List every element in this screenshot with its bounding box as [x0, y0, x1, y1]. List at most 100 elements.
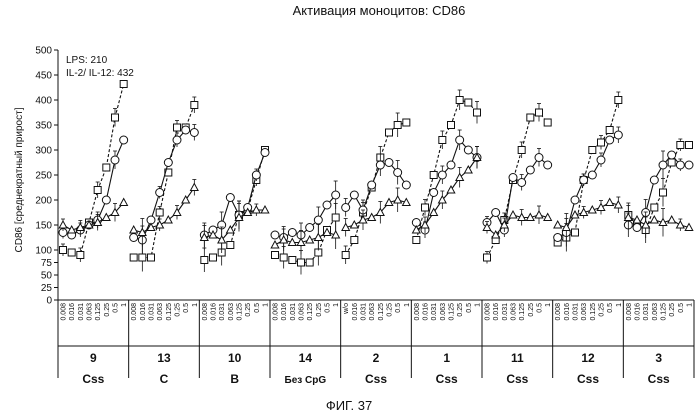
data-point-circle	[306, 224, 314, 232]
series-line-circles	[487, 158, 548, 231]
data-point-square	[386, 129, 393, 136]
data-point-square	[130, 254, 137, 261]
data-point-triangle	[59, 221, 67, 228]
concentration-label: 0.063	[369, 303, 376, 321]
data-point-circle	[350, 191, 358, 199]
data-point-triangle	[509, 211, 517, 218]
data-point-triangle	[668, 216, 676, 223]
group-labels: 9Css13C10B14Без CpG2Css1Css11Css12Css3Cs…	[82, 351, 670, 386]
data-point-circle	[376, 161, 384, 169]
data-point-triangle	[368, 214, 376, 221]
data-point-circle	[668, 151, 676, 159]
data-point-triangle	[191, 184, 199, 191]
data-point-square	[598, 139, 605, 146]
data-point-circle	[659, 161, 667, 169]
data-point-circle	[102, 196, 110, 204]
data-point-square	[403, 119, 410, 126]
group-label: C	[160, 372, 169, 386]
group-label: Css	[82, 372, 104, 386]
data-point-triangle	[120, 199, 128, 206]
concentration-label: 0.008	[202, 303, 209, 321]
y-tick-label: 450	[35, 71, 52, 82]
data-point-circle	[535, 154, 543, 162]
concentration-label: 0.016	[69, 303, 76, 321]
data-point-circle	[614, 131, 622, 139]
concentration-label: 0.125	[95, 303, 102, 321]
data-point-square	[94, 187, 101, 194]
data-point-triangle	[677, 221, 685, 228]
concentration-label: 0.008	[555, 303, 562, 321]
concentration-label: 0.008	[131, 303, 138, 321]
concentration-label: 0.031	[149, 303, 156, 321]
data-point-square	[139, 254, 146, 261]
concentration-label: 1	[121, 303, 128, 307]
data-point-square	[456, 97, 463, 104]
concentration-label: 0.5	[537, 303, 544, 313]
group-label: B	[230, 372, 239, 386]
concentration-label: 0.016	[493, 303, 500, 321]
data-point-circle	[685, 161, 693, 169]
y-tick-label: 50	[41, 271, 53, 282]
concentration-label: 0.016	[564, 303, 571, 321]
data-point-circle	[182, 126, 190, 134]
annotation-il2-il12: IL-2/ IL-12: 432	[66, 68, 134, 79]
data-point-circle	[252, 171, 260, 179]
concentration-label: 0.125	[519, 303, 526, 321]
group-number: 12	[581, 351, 595, 365]
concentration-label: 0.031	[431, 303, 438, 321]
concentration-label: 0.031	[290, 303, 297, 321]
concentration-label: 0.016	[281, 303, 288, 321]
data-point-square	[527, 114, 534, 121]
data-point-square	[413, 237, 420, 244]
concentration-label: 0.25	[669, 303, 676, 317]
series-line-circles	[558, 135, 619, 238]
data-point-square	[465, 99, 472, 106]
data-point-circle	[676, 161, 684, 169]
group-number: 2	[373, 351, 380, 365]
group-label: Css	[436, 372, 458, 386]
data-point-square	[448, 122, 455, 129]
series-line-squares	[558, 100, 619, 243]
group-label: Css	[506, 372, 528, 386]
group-label: Css	[365, 372, 387, 386]
data-point-triangle	[554, 221, 562, 228]
concentration-label: 0.25	[528, 303, 535, 317]
data-point-circle	[438, 171, 446, 179]
data-point-circle	[447, 161, 455, 169]
data-point-square	[272, 252, 279, 259]
concentration-label: 0.25	[599, 303, 606, 317]
data-point-square	[156, 209, 163, 216]
data-point-square	[589, 147, 596, 154]
data-point-triangle	[103, 214, 111, 221]
data-point-circle	[430, 189, 438, 197]
concentration-label: 0.016	[352, 303, 359, 321]
series-line-squares	[204, 150, 265, 260]
concentration-label: 0.25	[104, 303, 111, 317]
data-point-circle	[314, 216, 322, 224]
group-number: 11	[511, 351, 524, 365]
data-point-triangle	[271, 241, 279, 248]
y-tick-label: 100	[35, 246, 52, 257]
concentration-label: 0.5	[466, 303, 473, 313]
concentration-label: 0.5	[395, 303, 402, 313]
concentration-label: 0.125	[449, 303, 456, 321]
concentration-label: 0.25	[457, 303, 464, 317]
series-line-circles	[204, 153, 265, 236]
concentration-label: 0.016	[140, 303, 147, 321]
data-point-square	[668, 159, 675, 166]
concentration-label: 0.031	[78, 303, 85, 321]
y-axis-label: CD86 [среднекратный прирост]	[14, 107, 25, 252]
data-point-square	[518, 147, 525, 154]
data-point-circle	[332, 191, 340, 199]
y-tick-label: 75	[41, 258, 53, 269]
concentration-label: 1	[687, 303, 694, 307]
data-point-triangle	[597, 204, 605, 211]
data-point-square	[677, 142, 684, 149]
concentration-label: 0.063	[440, 303, 447, 321]
y-tick-label: 400	[35, 96, 52, 107]
data-point-circle	[261, 149, 269, 157]
data-point-square	[474, 109, 481, 116]
group-label: Css	[577, 372, 599, 386]
data-point-square	[332, 214, 339, 221]
data-point-square	[342, 252, 349, 259]
